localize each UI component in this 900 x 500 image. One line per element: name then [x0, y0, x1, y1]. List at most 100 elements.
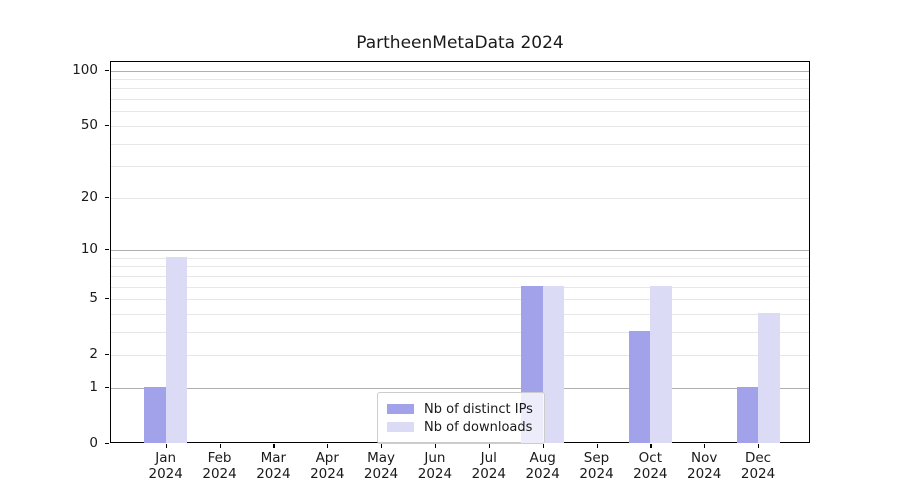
bar-distinct-ips [628, 330, 651, 443]
legend-label-downloads: Nb of downloads [424, 419, 533, 435]
y-tick-label: 0 [89, 435, 98, 451]
minor-gridline [111, 88, 809, 90]
legend-row-downloads: Nb of downloads [387, 419, 535, 435]
x-tick-label: Mar 2024 [245, 450, 301, 482]
bar-downloads [542, 285, 565, 443]
legend-row-distinct-ips: Nb of distinct IPs [387, 401, 535, 417]
y-tick-label: 20 [80, 188, 98, 205]
y-tick-mark [105, 69, 109, 71]
major-gridline [111, 249, 809, 251]
x-tick-label: Jun 2024 [407, 450, 463, 482]
minor-gridline [111, 286, 809, 288]
x-tick-month: Aug [529, 450, 556, 466]
x-tick-month: Mar [260, 450, 287, 466]
x-tick-month: May [367, 450, 396, 466]
minor-gridline [111, 266, 809, 268]
minor-gridline [111, 166, 809, 168]
x-tick-mark [542, 444, 544, 448]
x-tick-mark [165, 444, 167, 448]
minor-gridline [111, 79, 809, 81]
x-tick-month: Oct [638, 450, 663, 466]
y-tick-mark [105, 248, 109, 251]
x-tick-label: Jul 2024 [461, 450, 517, 482]
legend: Nb of distinct IPs Nb of downloads [377, 392, 545, 444]
x-tick-year: 2024 [363, 466, 399, 482]
x-tick-mark [434, 444, 437, 448]
minor-gridline [111, 111, 809, 113]
minor-gridline [111, 331, 809, 333]
x-tick-mark [758, 444, 760, 448]
bar-downloads [758, 312, 780, 443]
x-tick-mark [381, 444, 383, 448]
minor-gridline [111, 313, 809, 315]
x-tick-label: Jan 2024 [138, 450, 194, 482]
x-tick-month: Apr [315, 450, 339, 466]
bar-downloads [650, 285, 672, 443]
x-tick-year: 2024 [310, 466, 345, 482]
y-tick-mark [105, 386, 109, 389]
y-tick-mark [105, 354, 109, 356]
y-tick-mark [105, 196, 109, 198]
y-tick-label: 50 [80, 116, 98, 133]
x-tick-label: Nov 2024 [676, 450, 732, 482]
x-tick-mark [219, 444, 221, 448]
bar-distinct-ips [736, 386, 759, 443]
y-tick-label: 1 [89, 378, 98, 395]
y-tick-mark [105, 443, 109, 445]
major-gridline [111, 387, 809, 389]
minor-gridline [111, 355, 809, 357]
chart-title: PartheenMetaData 2024 [356, 33, 564, 53]
x-tick-year: 2024 [740, 466, 776, 482]
y-tick-mark [105, 124, 109, 127]
x-tick-label: May 2024 [353, 450, 409, 482]
x-tick-mark [273, 444, 275, 448]
x-tick-month: Sep [583, 450, 610, 466]
minor-gridline [111, 143, 809, 145]
bar-distinct-ips [144, 386, 166, 443]
legend-label-distinct-ips: Nb of distinct IPs [424, 401, 533, 417]
x-tick-year: 2024 [687, 466, 722, 482]
x-tick-mark [650, 444, 652, 448]
legend-swatch-downloads-icon [387, 422, 414, 432]
minor-gridline [111, 99, 809, 101]
x-tick-mark [596, 444, 598, 448]
plot-area [110, 61, 810, 443]
y-tick-label: 5 [89, 290, 98, 307]
x-tick-year: 2024 [471, 466, 506, 482]
x-tick-year: 2024 [633, 466, 668, 482]
x-tick-mark [704, 444, 706, 448]
x-tick-label: Dec 2024 [730, 450, 786, 482]
legend-swatch-distinct-ips-icon [387, 404, 414, 414]
minor-gridline [111, 275, 809, 277]
bar-downloads [165, 256, 188, 443]
x-tick-month: Jun [424, 450, 446, 466]
x-tick-month: Nov [691, 450, 718, 466]
x-tick-label: Aug 2024 [515, 450, 571, 482]
x-tick-year: 2024 [525, 466, 560, 482]
x-tick-label: Apr 2024 [299, 450, 355, 482]
y-tick-label: 100 [72, 61, 98, 78]
x-tick-year: 2024 [579, 466, 614, 482]
minor-gridline [111, 125, 809, 127]
major-gridline [111, 70, 809, 72]
x-tick-label: Feb 2024 [192, 450, 248, 482]
y-tick-mark [105, 298, 109, 300]
y-tick-label: 10 [80, 240, 98, 257]
x-tick-year: 2024 [417, 466, 453, 482]
x-tick-year: 2024 [148, 466, 183, 482]
y-tick-label: 2 [89, 346, 98, 363]
x-tick-label: Sep 2024 [569, 450, 625, 482]
x-tick-year: 2024 [256, 466, 291, 482]
x-tick-month: Dec [744, 450, 772, 466]
x-tick-month: Jan [155, 450, 177, 466]
x-tick-month: Jul [480, 450, 497, 466]
x-tick-year: 2024 [202, 466, 237, 482]
minor-gridline [111, 299, 809, 301]
x-tick-label: Oct 2024 [622, 450, 678, 482]
x-tick-month: Feb [207, 450, 232, 466]
x-tick-mark [327, 444, 329, 448]
x-tick-mark [488, 444, 490, 448]
minor-gridline [111, 257, 809, 259]
minor-gridline [111, 197, 809, 199]
